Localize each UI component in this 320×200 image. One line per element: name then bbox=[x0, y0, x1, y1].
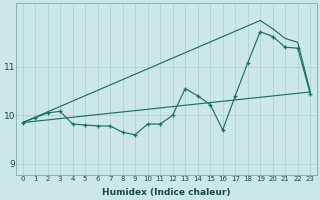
X-axis label: Humidex (Indice chaleur): Humidex (Indice chaleur) bbox=[102, 188, 231, 197]
